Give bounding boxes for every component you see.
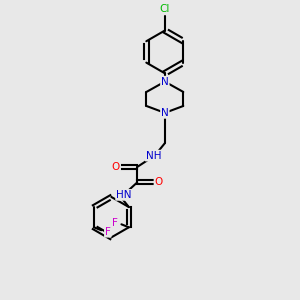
Text: F: F bbox=[112, 218, 118, 228]
Text: Cl: Cl bbox=[160, 4, 170, 14]
Text: F: F bbox=[105, 227, 111, 237]
Text: O: O bbox=[112, 162, 120, 172]
Text: NH: NH bbox=[146, 151, 161, 160]
Text: HN: HN bbox=[116, 190, 132, 200]
Text: O: O bbox=[154, 177, 163, 188]
Text: N: N bbox=[161, 76, 169, 87]
Text: N: N bbox=[161, 108, 169, 118]
